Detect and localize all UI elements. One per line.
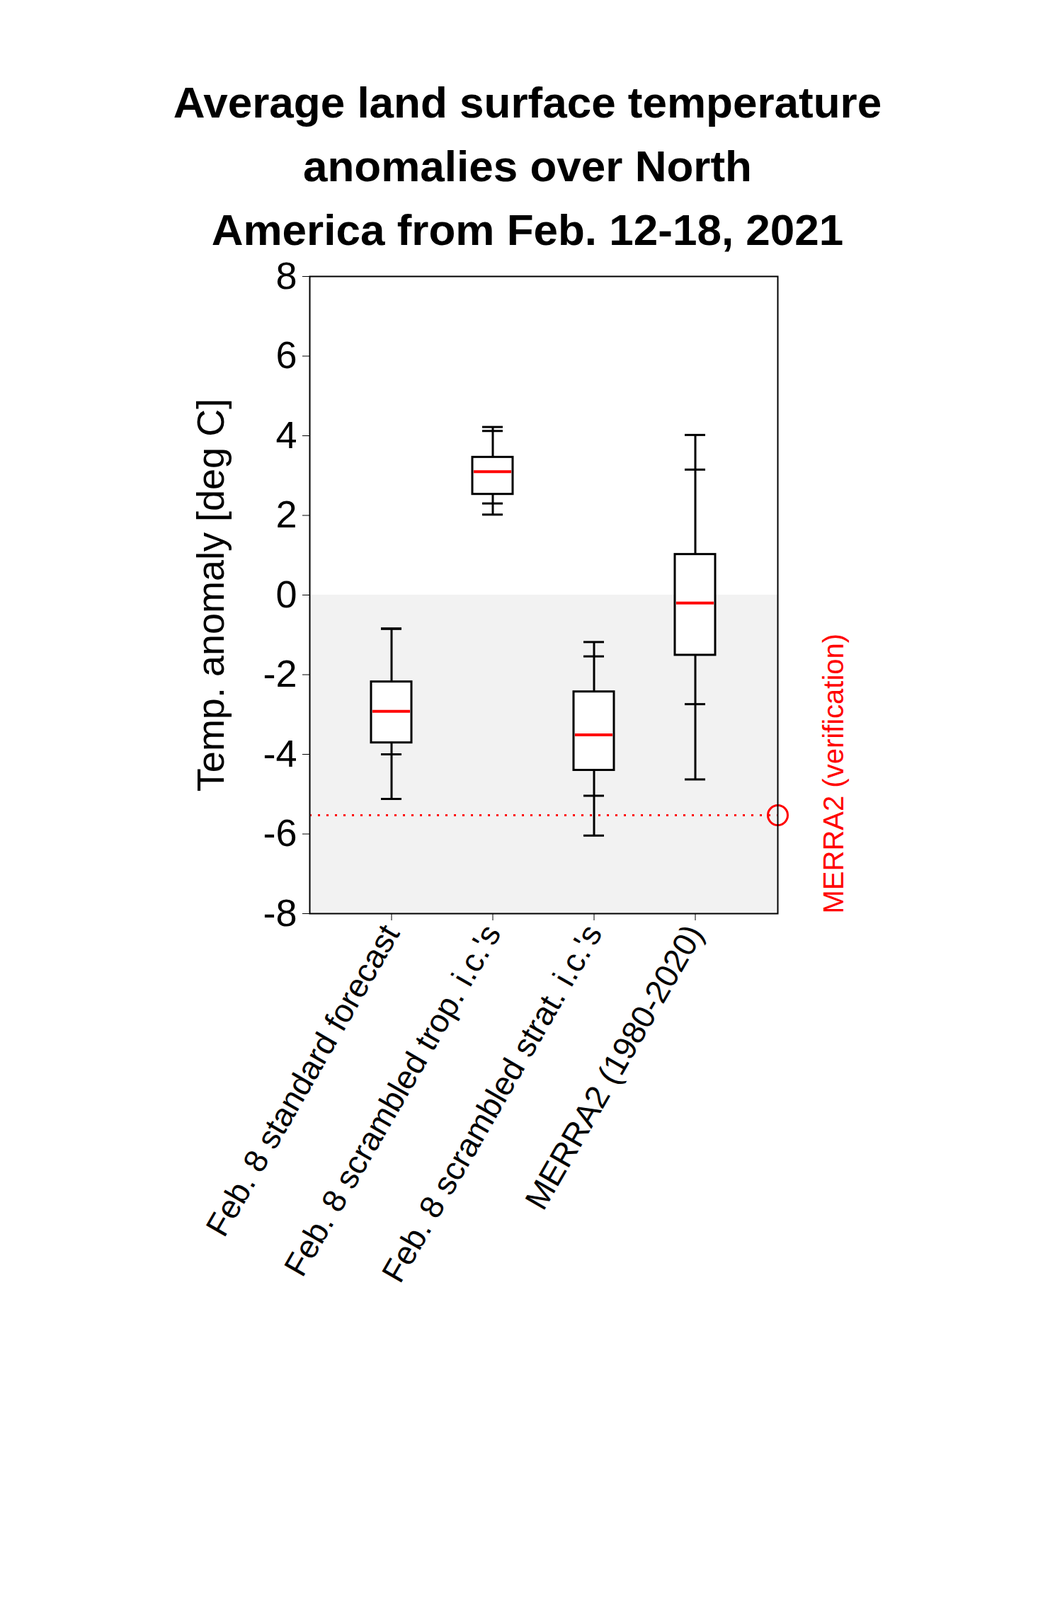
svg-text:Temp. anomaly [deg C]: Temp. anomaly [deg C] [189,398,232,792]
svg-text:-2: -2 [262,652,297,695]
svg-text:2: 2 [275,492,297,536]
svg-text:0: 0 [275,572,297,615]
svg-text:Feb. 8 scrambled strat. i.c.'s: Feb. 8 scrambled strat. i.c.'s [374,917,610,1289]
html-text:Average land surface temperatu: Average land surface temperature anomali… [173,77,882,255]
svg-text:Feb. 8 standard forecast: Feb. 8 standard forecast [198,917,407,1242]
svg-text:-6: -6 [262,811,297,854]
svg-text:MERRA2 (verification): MERRA2 (verification) [817,633,849,915]
svg-text:Feb. 8 scrambled trop. i.c.'s: Feb. 8 scrambled trop. i.c.'s [276,917,508,1283]
svg-text:4: 4 [275,412,297,456]
svg-text:6: 6 [275,333,297,376]
svg-text:8: 8 [275,253,297,296]
svg-text:-4: -4 [262,731,297,774]
svg-text:MERRA2 (1980-2020): MERRA2 (1980-2020) [517,918,711,1216]
svg-text:-8: -8 [262,890,297,934]
